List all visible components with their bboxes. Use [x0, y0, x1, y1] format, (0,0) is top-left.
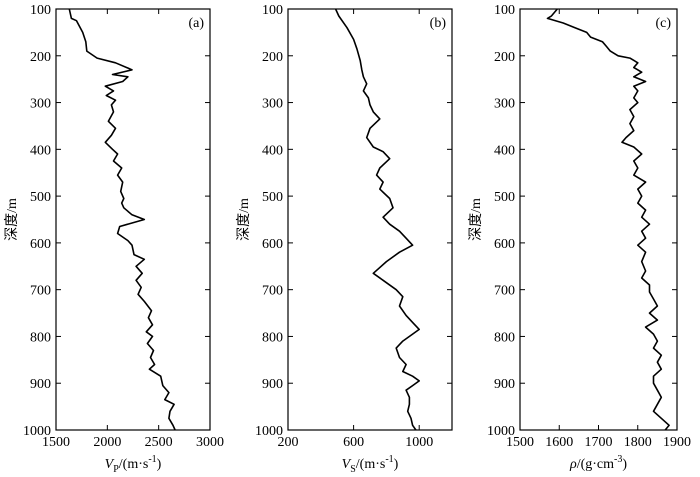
y-tick-label: 800	[30, 330, 51, 345]
y-tick-label: 600	[30, 237, 51, 252]
y-tick-label: 500	[494, 190, 515, 205]
plot-frame	[55, 8, 211, 431]
x-label-unit: /(m·s	[119, 457, 149, 472]
y-tick-label: 700	[30, 284, 51, 299]
series-line	[546, 8, 670, 431]
y-tick-label: 300	[262, 97, 283, 112]
y-tick-label: 400	[30, 143, 51, 158]
x-tick-label: 1800	[624, 435, 652, 450]
y-tick-label: 500	[30, 190, 51, 205]
x-tick-label: 200	[278, 435, 299, 450]
x-axis-label: ρ/(g·cm-3)	[569, 454, 627, 472]
x-label-unit: /(m·s	[356, 457, 386, 472]
y-tick-label: 1000	[23, 424, 51, 439]
x-label-superscript: -1	[148, 454, 156, 465]
series-line	[68, 8, 176, 431]
panel-label: (a)	[188, 16, 204, 31]
y-tick-label: 300	[30, 97, 51, 112]
y-tick-label: 900	[494, 377, 515, 392]
x-tick-label: 1700	[585, 435, 613, 450]
x-label-superscript: -3	[614, 454, 622, 465]
y-tick-label: 100	[262, 3, 283, 18]
x-label-subscript: S	[350, 464, 356, 475]
x-label-subscript: P	[113, 464, 119, 475]
y-tick-label: 700	[494, 284, 515, 299]
y-tick-label: 300	[494, 97, 515, 112]
y-tick-label: 200	[494, 50, 515, 65]
x-label-close: )	[622, 457, 627, 472]
x-tick-label: 2000	[93, 435, 121, 450]
y-axis-label: 深度/m	[468, 198, 484, 241]
x-tick-label: 2500	[145, 435, 173, 450]
panel-label: (b)	[430, 16, 447, 31]
y-tick-label: 400	[262, 143, 283, 158]
panel-2: 200 600 1000 100 200 300 400 500 600 700 800 900 100…	[236, 3, 453, 475]
y-tick-label: 1000	[255, 424, 283, 439]
panel-label: (c)	[655, 16, 671, 31]
y-tick-label: 800	[262, 330, 283, 345]
y-tick-label: 600	[494, 237, 515, 252]
y-tick-label: 1000	[487, 424, 515, 439]
x-label-symbol: V	[342, 457, 352, 472]
plot-frame	[519, 8, 678, 431]
y-tick-label: 900	[30, 377, 51, 392]
y-tick-label: 100	[494, 3, 515, 18]
x-tick-label: 1600	[545, 435, 573, 450]
x-label-unit: /(g·cm	[577, 457, 614, 472]
x-label-symbol: V	[105, 457, 115, 472]
x-tick-label: 1500	[42, 435, 70, 450]
series-line	[334, 8, 420, 431]
x-axis-label: VS/(m·s-1)	[342, 454, 399, 475]
y-tick-label: 800	[494, 330, 515, 345]
plot-frame	[287, 8, 453, 431]
y-tick-label: 700	[262, 284, 283, 299]
y-tick-label: 200	[262, 50, 283, 65]
y-tick-label: 900	[262, 377, 283, 392]
y-tick-label: 500	[262, 190, 283, 205]
x-label-symbol: ρ	[569, 457, 577, 472]
y-axis-label: 深度/m	[236, 198, 252, 241]
x-tick-label: 1500	[506, 435, 534, 450]
x-tick-label: 1000	[405, 435, 433, 450]
panel-3: 1500 1600 1700 1800 1900 100 200 300 400 500 600 70…	[468, 3, 691, 472]
y-tick-label: 400	[494, 143, 515, 158]
x-tick-label: 3000	[196, 435, 224, 450]
x-label-close: )	[157, 457, 162, 472]
x-label-close: )	[394, 457, 399, 472]
x-axis-label: VP/(m·s-1)	[105, 454, 162, 475]
x-label-superscript: -1	[385, 454, 393, 465]
x-tick-label: 1900	[663, 435, 691, 450]
y-tick-label: 100	[30, 3, 51, 18]
y-axis-label: 深度/m	[4, 198, 20, 241]
panel-1: 1500 2000 2500 3000 100 200 300 400 500 600 700 800…	[4, 3, 224, 475]
y-tick-label: 200	[30, 50, 51, 65]
x-tick-label: 600	[343, 435, 364, 450]
y-tick-label: 600	[262, 237, 283, 252]
